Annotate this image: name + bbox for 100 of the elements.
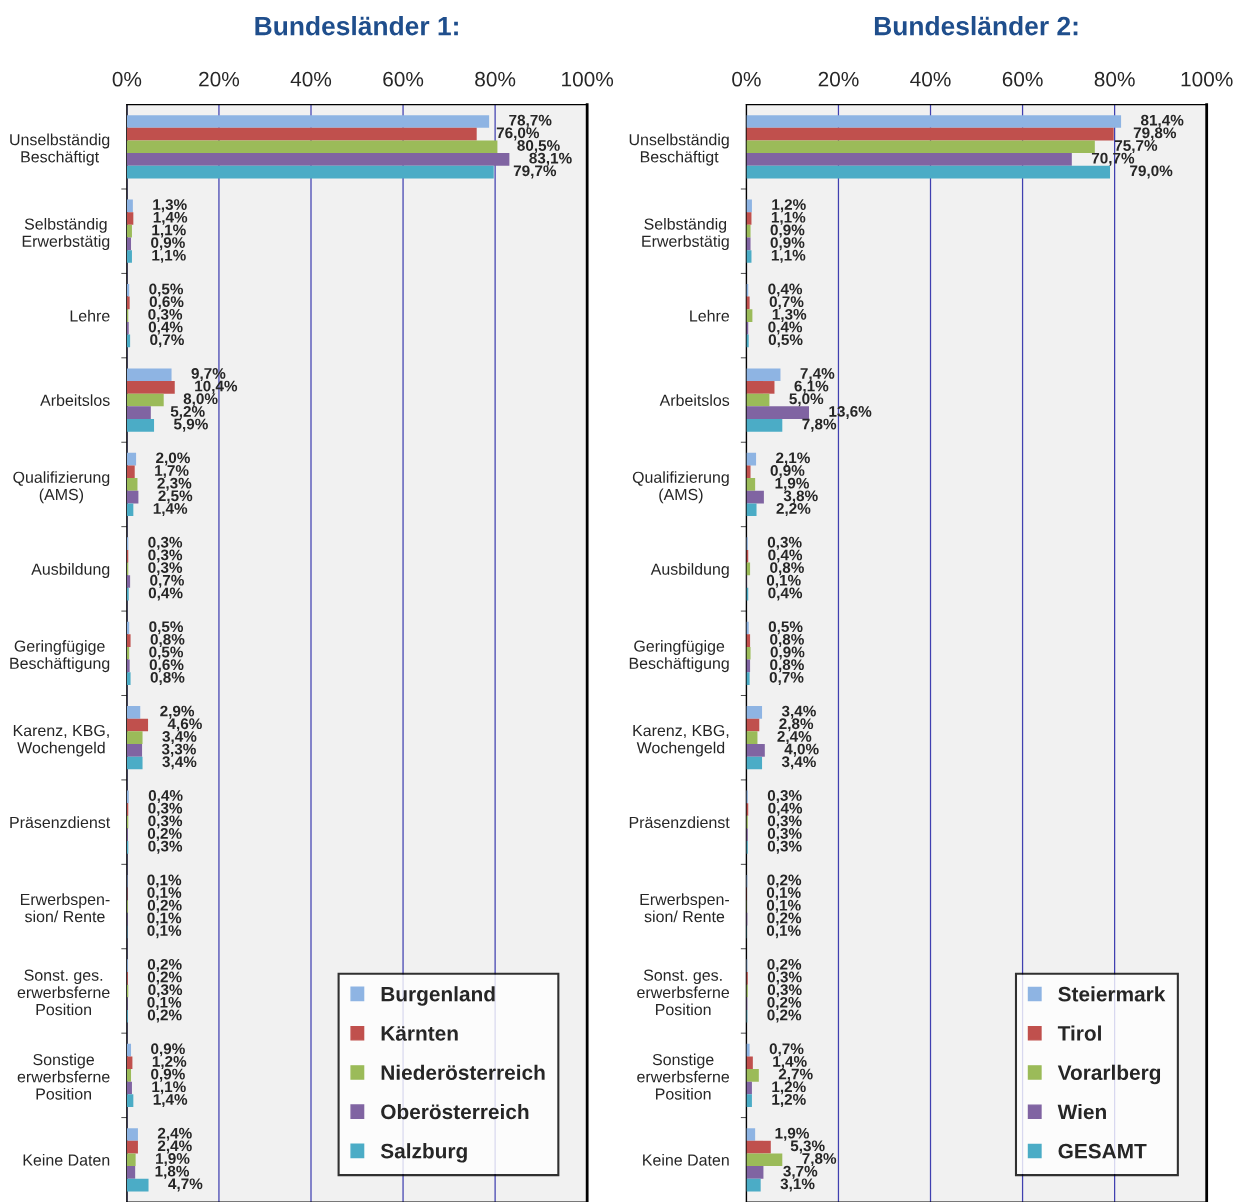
bar [126,452,137,466]
data-label: 1,7% [155,465,189,479]
y-tick-label: Erwerbspen- sion/ Rente [640,893,730,923]
bar [746,381,775,394]
legend-label: Tirol [1057,1025,1101,1041]
y-tick-label: Präsenzdienst [629,816,730,829]
data-label: 7,8% [802,1153,837,1167]
data-label: 1,1% [771,249,806,263]
data-label: 1,2% [772,199,806,213]
data-label: 0,1% [766,899,801,913]
data-label: 0,3% [767,536,802,550]
x-tick-label: 0% [732,71,761,87]
data-label: 1,8% [155,1165,190,1179]
bar [126,634,131,647]
data-label: 0,6% [149,659,184,673]
bar [126,1178,149,1192]
data-label: 3,4% [781,705,816,719]
data-label: 0,2% [147,971,182,985]
y-tick-label: Unselbständig Beschäftigt [629,133,729,166]
bar [126,1128,138,1141]
data-label: 1,2% [152,1055,187,1070]
data-label: 4,6% [167,718,202,732]
data-label: 79,0% [1130,165,1173,179]
bar [746,672,750,685]
bar [126,1081,132,1095]
data-label: 2,4% [157,1127,192,1141]
x-tick-label: 100% [562,71,614,87]
legend-label: Niederösterreich [381,1064,545,1080]
y-tick-label: Qualifizierung (AMS) [632,471,729,504]
data-label: 2,5% [158,490,193,504]
data-label: 0,3% [767,840,802,854]
y-tick-label: Unselbständig Beschäftigt [10,133,110,166]
data-label: 3,4% [162,730,197,745]
legend-label: GESAMT [1058,1143,1147,1159]
x-tick-label: 40% [290,71,332,87]
data-label: 1,1% [771,211,806,225]
data-label: 4,7% [168,1178,203,1192]
y-tick-label: Sonstige erwerbsferne Position [637,1053,730,1100]
bar [746,744,765,757]
bar [126,127,477,141]
data-label: 0,2% [147,1009,182,1023]
data-label: 0,2% [767,1009,802,1023]
bar [746,153,1072,166]
bar [746,393,770,407]
y-tick-label: Arbeitslos [40,394,110,406]
bar [126,672,131,685]
bar [746,1140,771,1154]
data-label: 0,8% [150,633,185,647]
bar [126,490,139,504]
bar [126,1043,132,1057]
bar [126,165,494,179]
data-label: 4,0% [784,743,819,757]
data-label: 3,4% [781,756,816,770]
bar [746,140,1095,154]
y-tick-label: Ausbildung [650,563,729,578]
bar [746,165,1111,179]
data-label: 1,4% [773,1056,807,1070]
data-label: 0,3% [767,790,802,804]
data-label: 0,3% [767,815,802,829]
bar [746,127,1114,141]
data-label: 5,3% [790,1140,825,1154]
data-label: 0,9% [770,465,805,479]
data-label: 79,8% [1133,127,1177,141]
bar [126,212,134,225]
y-tick-label: Geringfügige Beschäftigung [629,640,729,673]
data-label: 2,2% [776,503,811,517]
data-label: 78,7% [509,114,552,128]
data-label: 0,9% [770,224,805,238]
data-label: 0,8% [770,633,804,647]
data-label: 0,4% [768,283,803,297]
data-label: 1,2% [772,1093,806,1108]
data-label: 1,9% [775,1127,810,1141]
bar [126,465,135,479]
data-label: 0,2% [147,899,182,913]
bar [746,115,1122,128]
y-tick-label: Geringfügige Beschäftigung [10,640,110,673]
data-label: 0,4% [768,587,803,601]
legend-label: Steiermark [1058,986,1166,1002]
bar [126,296,130,310]
data-label: 2,3% [157,477,192,491]
data-label: 1,1% [152,1081,186,1095]
data-label: 2,8% [779,718,814,732]
data-label: 79,7% [513,165,557,179]
data-label: 0,9% [770,646,805,660]
y-tick-label: Sonst. ges. erwerbsferne Position [637,969,730,1016]
data-label: 0,5% [149,621,184,635]
data-label: 0,1% [766,925,801,939]
data-label: 0,2% [767,996,802,1010]
data-label: 2,4% [777,730,812,745]
data-label: 0,3% [148,536,183,550]
chart-title: Bundesländer 1: [255,16,458,36]
data-label: 83,1% [529,152,572,166]
x-tick-label: 100% [1181,71,1233,87]
bar [746,406,809,420]
y-tick-label: Ausbildung [31,563,110,578]
data-label: 0,4% [768,549,803,563]
bar [126,756,143,770]
data-label: 0,2% [147,958,182,972]
bar [126,646,130,660]
legend-label: Salzburg [380,1143,467,1163]
